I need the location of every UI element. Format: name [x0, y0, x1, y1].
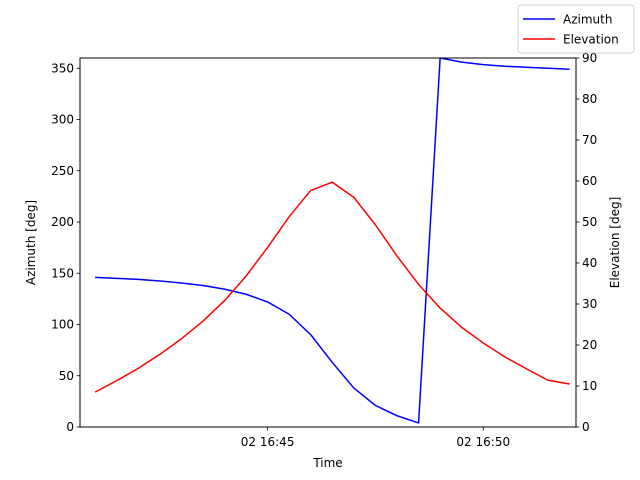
right-tick-label: 50 [582, 215, 597, 229]
bottom-axis: 02 16:45 02 16:50 [241, 427, 510, 449]
right-tick-label: 30 [582, 297, 597, 311]
legend-box [517, 4, 635, 54]
left-tick-label: 150 [51, 266, 74, 280]
left-tick-label: 350 [51, 61, 74, 75]
left-axis: 0 50 100 150 200 250 300 350 [51, 61, 80, 434]
right-tick-label: 80 [582, 92, 597, 106]
series-line-azimuth [95, 57, 570, 424]
plot-frame [79, 57, 577, 428]
left-tick-label: 0 [66, 420, 74, 434]
right-tick-label: 0 [582, 420, 590, 434]
right-tick-label: 10 [582, 379, 597, 393]
right-axis: 0 10 20 30 40 50 60 70 80 90 [576, 51, 597, 434]
right-tick-label: 40 [582, 256, 597, 270]
plot-series [94, 57, 570, 424]
left-tick-label: 300 [51, 113, 74, 127]
right-tick-label: 60 [582, 174, 597, 188]
left-tick-label: 50 [59, 369, 74, 383]
series-line-elevation [94, 181, 570, 393]
y-axis-label-right: Elevation [deg] [608, 197, 622, 289]
right-tick-label: 20 [582, 338, 597, 352]
right-tick-label: 70 [582, 133, 597, 147]
legend-label-azimuth: Azimuth [563, 13, 612, 27]
x-axis-label: Time [312, 456, 342, 470]
x-tick-label: 02 16:50 [456, 435, 510, 449]
right-tick-label: 90 [582, 51, 597, 65]
y-axis-label-left: Azimuth [deg] [24, 200, 38, 285]
left-tick-label: 100 [51, 318, 74, 332]
legend-label-elevation: Elevation [563, 33, 619, 47]
legend: Azimuth Elevation [517, 4, 635, 54]
left-tick-label: 250 [51, 164, 74, 178]
left-tick-label: 200 [51, 215, 74, 229]
x-tick-label: 02 16:45 [241, 435, 295, 449]
